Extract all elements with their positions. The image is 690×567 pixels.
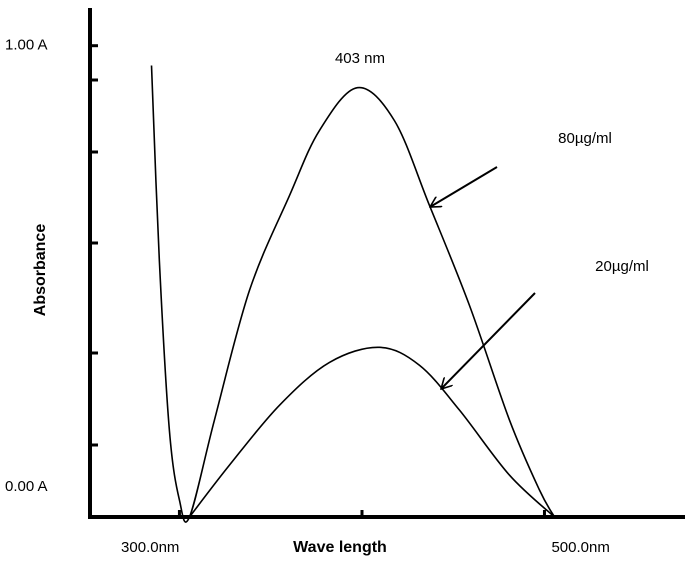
y-axis-title: Absorbance [32, 224, 49, 317]
y-tick-label: 1.00 A [5, 37, 48, 54]
arrow [441, 292, 536, 389]
series-label: 20µg/ml [595, 258, 649, 275]
y-tick-label: 0.00 A [5, 478, 48, 495]
peak-annotation: 403 nm [335, 50, 385, 67]
line-series [188, 346, 556, 518]
arrow [430, 166, 498, 208]
series-label: 80µg/ml [558, 130, 612, 147]
x-tick-label: 300.0nm [121, 539, 179, 556]
x-tick-label: 500.0nm [551, 539, 609, 556]
line-series [150, 65, 556, 523]
axis-ticks [90, 78, 364, 517]
x-axis-title: Wave length [293, 539, 387, 556]
